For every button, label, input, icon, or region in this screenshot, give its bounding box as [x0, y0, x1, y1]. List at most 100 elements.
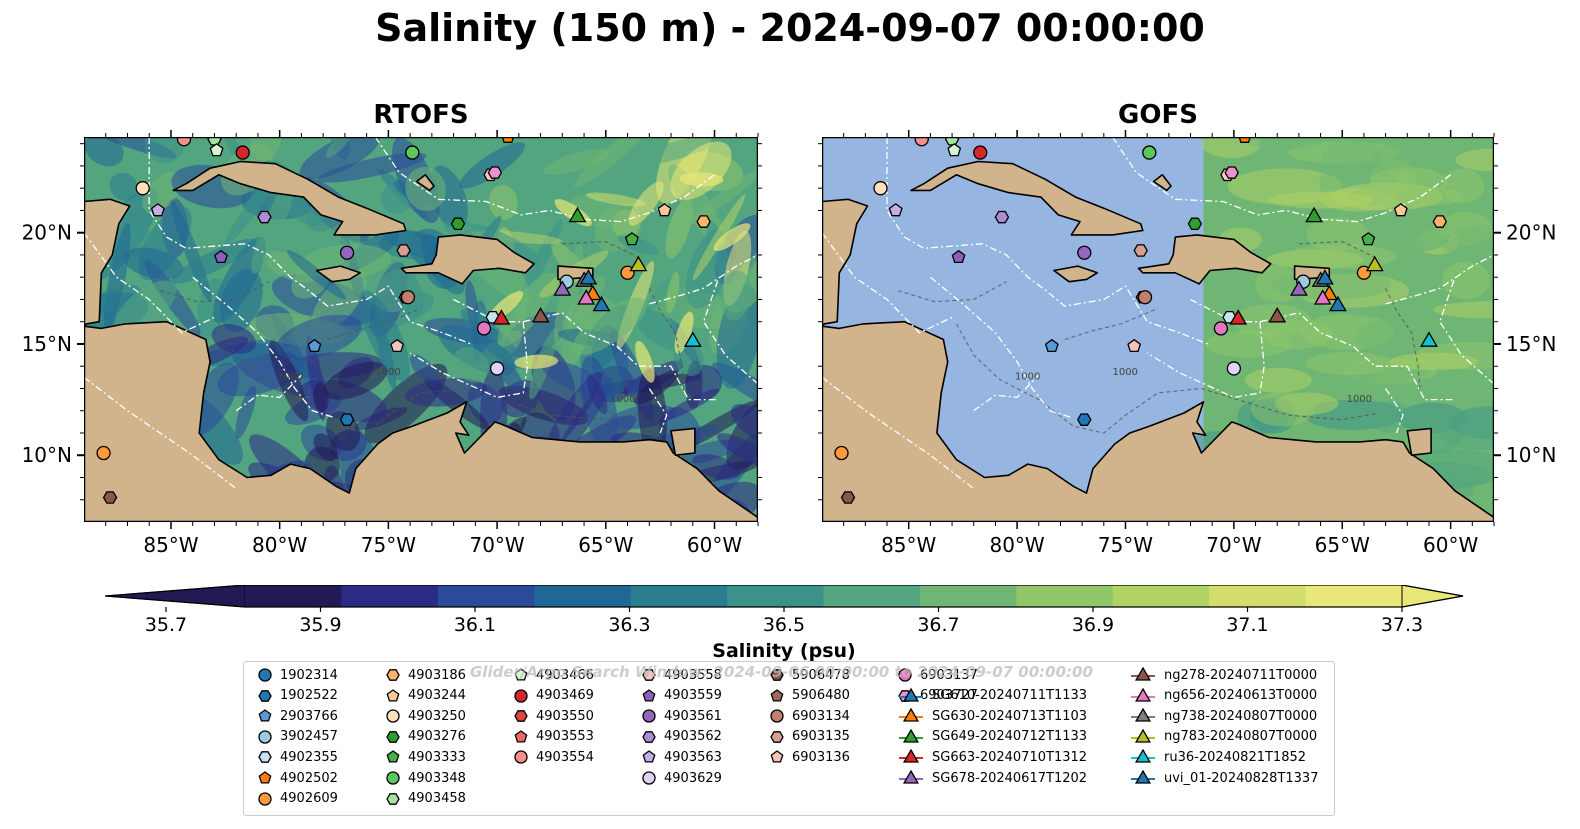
argo-float-marker — [1361, 232, 1376, 246]
glider-marker — [592, 295, 611, 312]
legend-marker-shape — [386, 771, 400, 785]
legend-label: 4903562 — [664, 729, 722, 745]
legend-label: 4903469 — [536, 688, 594, 704]
legend-marker — [258, 709, 272, 722]
colorbar-tick-label: 36.5 — [763, 614, 805, 636]
contour-label: 1000 — [375, 367, 400, 378]
argo-float-marker — [1187, 217, 1203, 231]
legend-label: 1902314 — [280, 667, 338, 683]
legend-marker-shape — [386, 688, 400, 702]
legend-marker — [1131, 769, 1155, 784]
glider-marker — [1365, 255, 1384, 272]
legend-label: 3902457 — [280, 729, 338, 745]
argo-float-marker — [1224, 166, 1239, 179]
legend-marker-shape — [642, 709, 656, 723]
legend-marker — [258, 668, 272, 682]
legend-item: 4903629 — [640, 769, 722, 787]
legend-marker-shape — [898, 668, 912, 682]
legend-marker — [514, 688, 528, 703]
legend-item: ng783-20240807T0000 — [1128, 728, 1317, 746]
legend-label: 4903250 — [408, 708, 466, 724]
legend-label: 6903135 — [792, 729, 850, 745]
legend-marker — [770, 750, 784, 763]
legend-marker — [899, 728, 923, 743]
legend-item: 4903458 — [384, 790, 466, 808]
argo-float-marker — [944, 137, 960, 146]
legend-marker-shape — [514, 750, 528, 765]
legend-label: SG678-20240617T1202 — [932, 770, 1088, 786]
glider-marker — [1313, 289, 1332, 305]
legend-item: 4903563 — [640, 748, 722, 766]
legend-label: 6903727 — [920, 688, 978, 704]
glider-marker — [1328, 295, 1347, 312]
argo-float-marker — [207, 137, 222, 146]
legend-marker-shape — [770, 709, 784, 723]
argo-float-marker — [501, 137, 515, 143]
legend-item: 4902355 — [256, 748, 338, 766]
legend-item: 4903554 — [512, 748, 594, 766]
legend-item: 4903276 — [384, 728, 466, 746]
legend-marker-shape — [514, 729, 528, 743]
legend-marker — [514, 668, 528, 681]
legend-item: 4903466 — [512, 666, 594, 684]
legend-label: 1902522 — [280, 688, 338, 704]
longitude-tick-label: 80°W — [989, 533, 1044, 557]
argo-float-marker — [209, 143, 224, 157]
argo-float-marker — [150, 203, 165, 217]
legend-item: 1902314 — [256, 666, 338, 684]
argo-float-marker — [1077, 413, 1092, 426]
colorbar-segment — [1305, 585, 1403, 607]
argo-float-marker — [390, 338, 405, 353]
legend-item: 3902457 — [256, 728, 338, 746]
legend-marker — [386, 771, 400, 785]
legend-marker — [514, 750, 528, 765]
legend-label: uvi_01-20240828T1337 — [1164, 770, 1319, 786]
legend-item: 6903135 — [768, 728, 850, 746]
legend-label: SG610-20240711T1133 — [932, 688, 1088, 704]
legend-marker — [258, 771, 272, 784]
colorbar-tick-label: 37.1 — [1226, 614, 1268, 636]
legend-label: 4903554 — [536, 749, 594, 765]
longitude-tick-label: 85°W — [881, 533, 936, 557]
colorbar-tick-label: 35.7 — [145, 614, 187, 636]
argo-float-marker — [339, 413, 355, 426]
legend-label: 4903629 — [664, 770, 722, 786]
legend-marker — [258, 689, 272, 702]
legend-marker-shape — [902, 769, 920, 784]
longitude-tick-label: 80°W — [252, 533, 307, 557]
longitude-tick-label: 85°W — [143, 533, 198, 557]
legend-label: 4903466 — [536, 667, 594, 683]
glider-marker — [568, 206, 587, 223]
legend-marker — [514, 729, 528, 743]
legend-marker — [642, 730, 656, 743]
legend-marker-shape — [514, 710, 528, 723]
argo-float-marker — [476, 321, 492, 336]
legend-marker — [770, 730, 784, 743]
colorbar-segment — [919, 585, 1017, 607]
legend-marker — [899, 707, 923, 722]
argo-float-marker — [657, 203, 672, 217]
argo-float-marker — [873, 181, 888, 196]
legend-item: 4903558 — [640, 666, 722, 684]
rtofs-map: 1000 1000 1000 85°W 80°W 75°W 70°W 65°W 60°W 20°N… — [22, 130, 762, 557]
legend-marker — [386, 709, 400, 723]
legend-marker-shape — [642, 688, 656, 702]
legend-marker-shape — [258, 771, 272, 784]
legend-marker — [386, 730, 400, 743]
legend-item: 6903134 — [768, 707, 850, 725]
argo-float-marker — [400, 290, 416, 305]
contour-label: 1000 — [610, 394, 635, 405]
glider-marker — [1229, 309, 1248, 325]
legend: 1902314 1902522 2903766 3902457 4902355 49025… — [243, 661, 1335, 816]
legend-item: SG610-20240711T1133 — [896, 687, 1087, 705]
legend-item: 4903244 — [384, 687, 466, 705]
legend-item: SG649-20240712T1133 — [896, 728, 1087, 746]
legend-label: SG630-20240713T1103 — [932, 708, 1088, 724]
argo-float-marker — [489, 361, 505, 376]
legend-label: 4903550 — [536, 708, 594, 724]
legend-item: ng656-20240613T0000 — [1128, 687, 1317, 705]
legend-item: 4903250 — [384, 707, 466, 725]
colorbar: 35.7 35.9 36.1 36.3 36.5 36.7 36.9 37.1 37.3 Sali… — [104, 585, 1464, 662]
legend-item: 4903186 — [384, 666, 466, 684]
glider-marker — [492, 309, 511, 325]
